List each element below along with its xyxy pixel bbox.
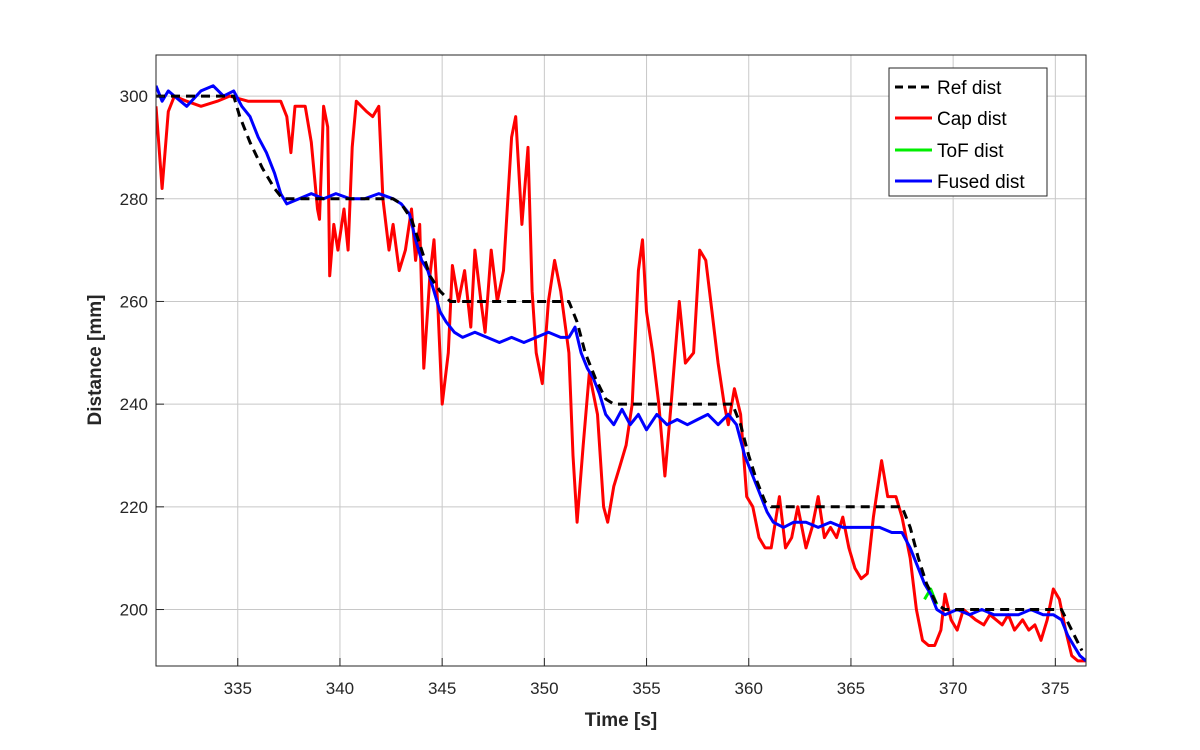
legend-label-cap: Cap dist bbox=[937, 109, 1007, 130]
x-tick-label: 350 bbox=[530, 679, 558, 698]
legend-box bbox=[888, 67, 1048, 197]
series-line-ref-dist bbox=[156, 94, 1084, 652]
x-tick-label: 375 bbox=[1041, 679, 1069, 698]
y-tick-label: 280 bbox=[120, 190, 148, 209]
x-axis-label: Time [s] bbox=[585, 710, 658, 731]
x-tick-label: 365 bbox=[837, 679, 865, 698]
series-line-fused-dist bbox=[156, 84, 1086, 663]
x-tick-label: 340 bbox=[326, 679, 354, 698]
x-tick-label: 370 bbox=[939, 679, 967, 698]
x-tick-label: 360 bbox=[735, 679, 763, 698]
y-tick-label: 240 bbox=[120, 395, 148, 414]
y-axis-label: Distance [mm] bbox=[85, 295, 106, 426]
legend: Ref dist Cap dist ToF dist Fused dist bbox=[888, 67, 1048, 197]
legend-label-ref: Ref dist bbox=[937, 78, 1002, 99]
y-tick-label: 260 bbox=[120, 292, 148, 311]
y-tick-label: 200 bbox=[120, 601, 148, 620]
tick-layer: 335 340 345 350 355 360 365 370 375 200 220 240 260 2… bbox=[120, 87, 1070, 698]
legend-label-tof: ToF dist bbox=[937, 141, 1004, 162]
x-tick-label: 345 bbox=[428, 679, 456, 698]
legend-label-fused: Fused dist bbox=[937, 172, 1025, 193]
series-layer bbox=[156, 84, 1086, 663]
y-tick-label: 300 bbox=[120, 87, 148, 106]
y-tick-label: 220 bbox=[120, 498, 148, 517]
x-tick-label: 335 bbox=[224, 679, 252, 698]
x-tick-label: 355 bbox=[632, 679, 660, 698]
plot-frame bbox=[155, 54, 1087, 667]
